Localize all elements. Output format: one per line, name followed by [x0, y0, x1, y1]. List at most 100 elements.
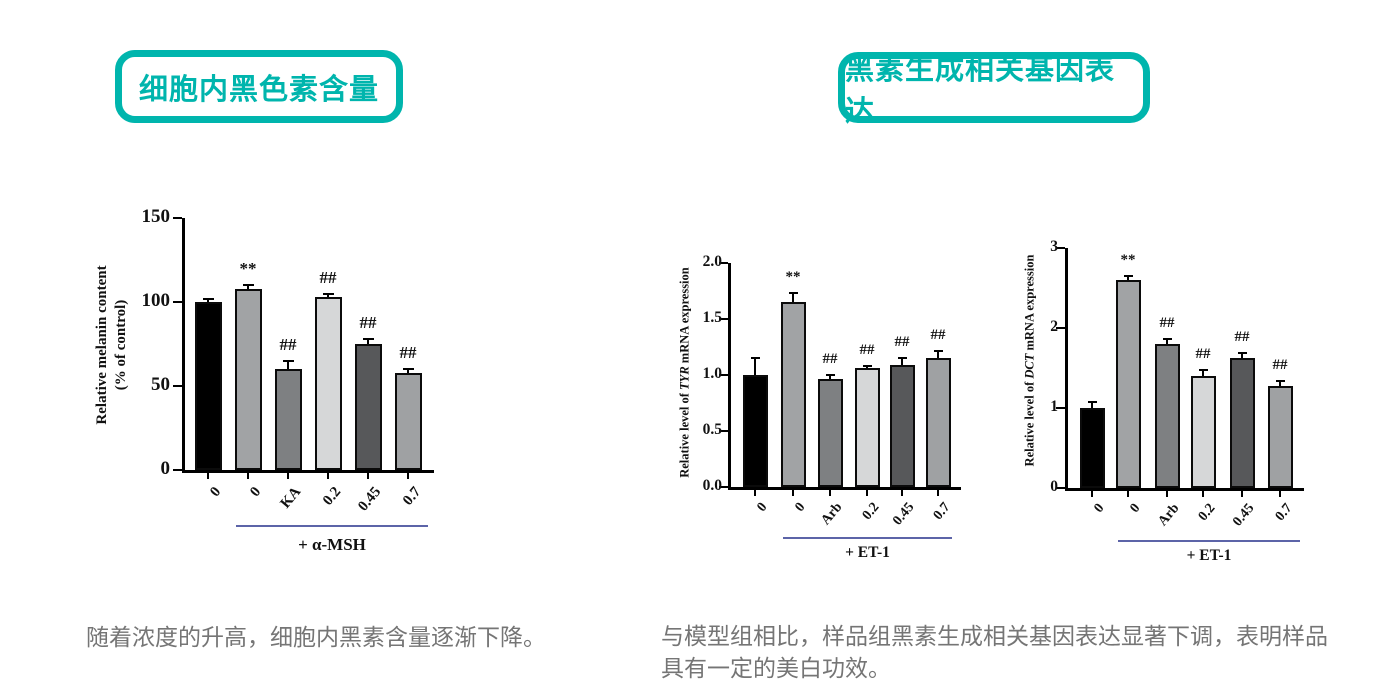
x-tick-mark [754, 490, 757, 496]
y-tick-label: 0 [1050, 478, 1058, 496]
error-bar-stem [1279, 380, 1281, 386]
bar [274, 369, 302, 470]
error-bar-cap [1198, 369, 1208, 372]
x-tick-mark [937, 490, 940, 496]
y-tick-mark [1056, 327, 1065, 330]
significance-annotation: ## [1234, 328, 1250, 345]
caption-line: 随着浓度的升高，细胞内黑素含量逐渐下降。 [86, 624, 546, 650]
error-bar-cap [1237, 351, 1247, 354]
bar [394, 372, 422, 470]
error-bar-stem [1091, 402, 1093, 408]
x-tick-mark [207, 473, 210, 479]
group-underline [236, 525, 428, 528]
bar [314, 296, 342, 470]
bar [854, 368, 880, 487]
significance-annotation: ## [1272, 356, 1288, 373]
bar [1267, 385, 1293, 488]
y-tick-mark [719, 486, 728, 489]
error-bar-stem [792, 293, 794, 303]
x-tick-mark [1202, 491, 1205, 497]
significance-annotation: ** [785, 269, 801, 286]
bar [1115, 280, 1141, 488]
error-bar-stem [754, 358, 756, 375]
y-tick-mark [1056, 247, 1065, 250]
bar [194, 302, 222, 470]
y-tick-label: 0.0 [702, 477, 722, 495]
y-tick-label: 2.0 [702, 253, 722, 271]
x-axis-line [182, 470, 434, 473]
significance-annotation: ## [1159, 315, 1175, 332]
gene-name-italic: DCT [1022, 353, 1037, 379]
y-tick-mark [719, 318, 728, 321]
gene-name-italic: TYR [677, 365, 692, 390]
caption-line: 具有一定的美白功效。 [661, 655, 891, 681]
x-tick-mark [1127, 491, 1130, 497]
y-tick-mark [173, 301, 182, 304]
error-bar-cap [1275, 379, 1285, 382]
bar [1190, 376, 1216, 488]
x-tick-mark [1166, 491, 1169, 497]
y-axis-title-text: mRNA expression [1022, 254, 1037, 354]
x-tick-mark [327, 473, 330, 479]
x-tick-mark [829, 490, 832, 496]
y-axis-title-text: Relative level of [677, 389, 692, 478]
y-axis-line [1065, 248, 1068, 491]
x-axis-line [1065, 488, 1304, 491]
bar [354, 344, 382, 470]
caption-melanin: 随着浓度的升高，细胞内黑素含量逐渐下降。 [86, 621, 646, 653]
y-tick-label: 0 [160, 458, 171, 480]
error-bar-cap [322, 293, 334, 296]
error-bar-cap [1087, 401, 1097, 404]
significance-annotation: ## [822, 351, 838, 367]
header-badge-gene-expression: 黑素生成相关基因表达 [838, 52, 1150, 128]
significance-annotation: ## [930, 327, 946, 344]
error-bar-cap [1162, 338, 1172, 341]
group-label: + α-MSH [298, 535, 366, 554]
y-axis-title: Relative melanin content (% of control) [93, 215, 131, 475]
y-axis-title-line: Relative melanin content [94, 265, 110, 425]
significance-annotation: ## [894, 334, 910, 351]
error-bar-cap [402, 368, 414, 371]
significance-annotation: ## [359, 312, 377, 332]
bar [1229, 358, 1255, 488]
error-bar-cap [788, 292, 798, 295]
significance-annotation: ** [239, 259, 257, 279]
error-bar-stem [287, 360, 289, 370]
error-bar-cap [202, 297, 214, 300]
x-tick-mark [901, 490, 904, 496]
y-tick-mark [173, 385, 182, 388]
significance-annotation: ## [399, 343, 417, 363]
y-tick-label: 1.0 [702, 365, 722, 383]
bar [1154, 344, 1180, 488]
y-tick-label: 1.5 [702, 309, 722, 327]
y-tick-mark [173, 469, 182, 472]
y-tick-mark [719, 430, 728, 433]
error-bar-stem [866, 366, 868, 369]
y-axis-title-line: (% of control) [113, 299, 129, 391]
error-bar-stem [247, 285, 249, 289]
y-tick-label: 150 [141, 206, 171, 228]
error-bar-cap [862, 365, 872, 368]
error-bar-cap [933, 350, 943, 353]
bar [925, 358, 951, 487]
error-bar-cap [897, 357, 907, 360]
y-tick-mark [1056, 487, 1065, 490]
error-bar-stem [1241, 352, 1243, 359]
bar [234, 288, 262, 470]
error-bar-stem [901, 358, 903, 365]
y-tick-label: 3 [1050, 238, 1058, 256]
error-bar-cap [825, 374, 835, 376]
y-tick-label: 0.5 [702, 421, 722, 439]
group-label: + ET-1 [1186, 547, 1232, 564]
caption-gene: 与模型组相比，样品组黑素生成相关基因表达显著下调，表明样品 具有一定的美白功效。 [661, 620, 1391, 684]
header-badge-melanin-content: 细胞内黑色素含量 [115, 50, 403, 123]
y-tick-mark [173, 217, 182, 220]
y-axis-title: Relative level of DCT mRNA expression [1023, 240, 1038, 480]
error-bar-stem [937, 351, 939, 359]
significance-annotation: ## [859, 342, 875, 359]
significance-annotation: ## [319, 268, 337, 288]
x-tick-mark [287, 473, 290, 479]
group-underline [1118, 540, 1300, 543]
bar [742, 375, 768, 487]
